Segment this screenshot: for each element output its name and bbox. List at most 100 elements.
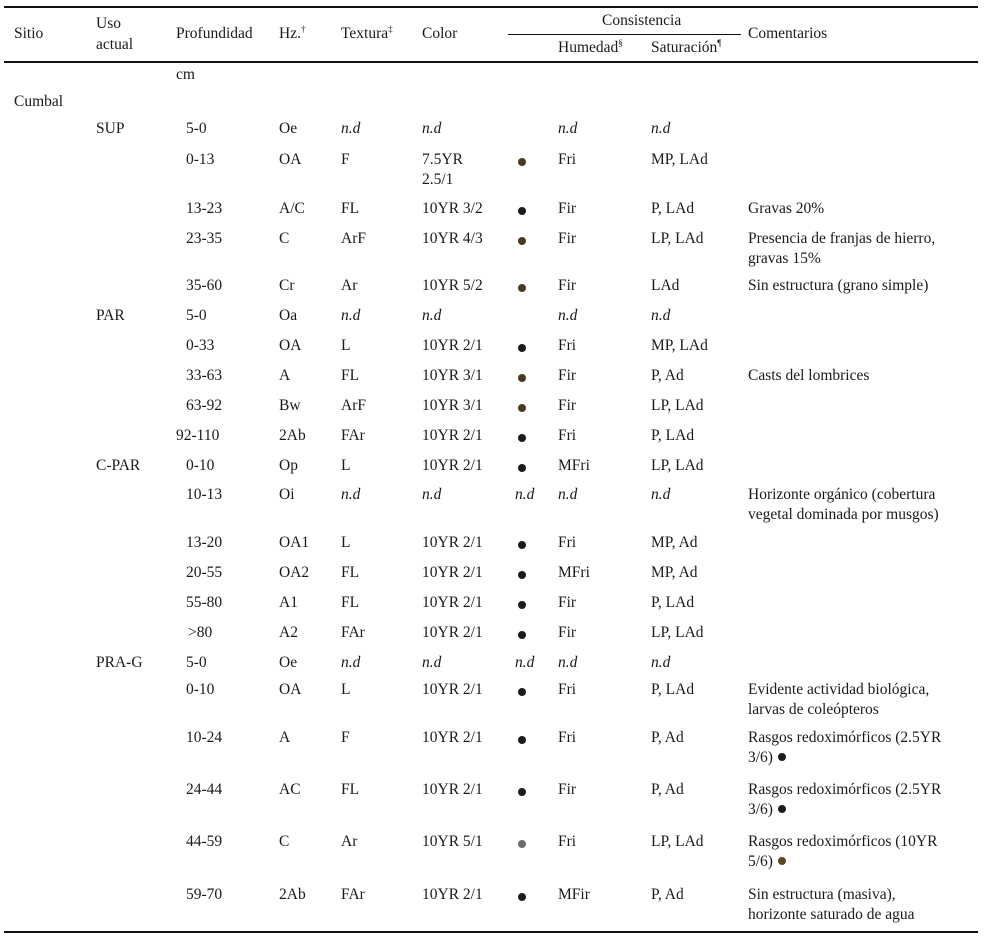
humedad-cell: MFir [558,886,590,903]
textura-cell: n.d [341,120,361,137]
color-cell: 2.5/1 [422,171,454,188]
redox-color-dot [777,857,786,865]
color-swatch-dot [518,434,526,442]
profundidad-cell: 24-44 [186,781,223,798]
textura-cell: Ar [341,277,358,294]
color-swatch-dot [518,404,526,412]
textura-cell: FL [341,200,360,217]
site-name: Cumbal [14,93,64,110]
comentario-cell: Rasgos redoximórficos (10YR [748,833,938,850]
humedad-cell: Fir [558,397,577,414]
color-cell: 10YR 5/2 [422,277,483,294]
uso-cell: C-PAR [96,457,141,474]
textura-cell: n.d [341,486,361,503]
color-cell: 10YR 2/1 [422,886,483,903]
profundidad-cell: 5-0 [186,307,207,324]
profundidad-cell: 23-35 [186,230,223,247]
profundidad-cell: 0-10 [186,681,215,698]
comentario-cell: Gravas 20% [748,200,825,217]
header-humedad: Humedad§ [558,37,623,56]
saturacion-cell: MP, Ad [651,564,698,581]
saturacion-cell: LAd [651,277,680,294]
humedad-cell: Fir [558,367,577,384]
profundidad-cell: 13-20 [186,534,223,551]
horizon-cell: 2Ab [279,886,306,903]
profundidad-cell: 0-13 [186,151,215,168]
color-cell: n.d [422,654,442,671]
color-cell: 10YR 2/1 [422,681,483,698]
saturacion-cell: LP, LAd [651,457,704,474]
horizon-cell: Oa [279,307,298,324]
horizon-cell: Bw [279,397,301,414]
humedad-cell: Fir [558,781,577,798]
textura-cell: ArF [341,397,366,414]
header-profundidad: Profundidad [176,25,253,42]
color-cell: 10YR 2/1 [422,534,483,551]
color-swatch-dot [518,374,526,382]
color-cell: 10YR 2/1 [422,781,483,798]
saturacion-cell: LP, LAd [651,624,704,641]
header-uso-line1: Uso [96,15,121,32]
humedad-cell: Fir [558,594,577,611]
color-cell: 10YR 2/1 [422,337,483,354]
header-color: Color [422,25,458,42]
horizon-cell: OA [279,151,302,168]
color-swatch-dot [518,158,526,166]
textura-cell: FL [341,781,360,798]
saturacion-cell: P, LAd [651,427,695,444]
color-cell: 10YR 2/1 [422,457,483,474]
textura-cell: F [341,151,350,168]
comentario-cell: 3/6) [748,800,786,820]
horizon-cell: C [279,833,290,850]
textura-cell: n.d [341,654,361,671]
textura-cell: L [341,457,351,474]
comentario-cell: 5/6) [748,852,786,872]
color-swatch-dot [518,601,526,609]
color-cell: n.d [422,486,442,503]
comentario-cell: Evidente actividad biológica, [748,681,930,698]
humedad-cell: Fri [558,729,577,746]
color-cell: 10YR 2/1 [422,594,483,611]
color-cell: n.d [422,120,442,137]
comentario-cell: Sin estructura (grano simple) [748,277,929,294]
profundidad-cell: 63-92 [186,397,223,414]
profundidad-cell: 10-24 [186,729,223,746]
humedad-cell: MFri [558,457,590,474]
humedad-cell: Fri [558,151,577,168]
textura-cell: L [341,534,351,551]
comentario-cell: Sin estructura (masiva), [748,886,896,903]
saturacion-cell: LP, LAd [651,833,704,850]
saturacion-cell: LP, LAd [651,230,704,247]
profundidad-cell: 0-10 [186,457,215,474]
textura-cell: F [341,729,350,746]
horizon-cell: A [279,367,291,384]
uso-cell: SUP [96,120,125,137]
color-cell: 10YR 3/1 [422,397,483,414]
humedad-cell: n.d [558,120,578,137]
comentario-cell: Rasgos redoximórficos (2.5YR [748,729,942,746]
textura-cell: L [341,681,351,698]
comentario-cell: horizonte saturado de agua [748,906,915,923]
color-cell: 10YR 5/1 [422,833,483,850]
humedad-cell: Fri [558,427,577,444]
comentario-cell: Rasgos redoximórficos (2.5YR [748,781,942,798]
horizon-cell: Oi [279,486,295,503]
saturacion-cell: n.d [651,486,671,503]
textura-cell: n.d [341,307,361,324]
profundidad-cell: 13-23 [186,200,223,217]
profundidad-cell: >80 [188,624,213,641]
humedad-cell: n.d [558,486,578,503]
horizon-cell: 2Ab [279,427,306,444]
bottom-rule [4,931,978,933]
profundidad-cell: 55-80 [186,594,223,611]
header-uso-line2: actual [96,36,134,53]
comentario-cell: gravas 15% [748,250,821,267]
saturacion-cell: n.d [651,654,671,671]
horizon-cell: OA [279,681,302,698]
color-swatch-dot [518,237,526,245]
textura-cell: FL [341,367,360,384]
humedad-cell: n.d [558,307,578,324]
saturacion-cell: MP, LAd [651,337,708,354]
saturacion-cell: LP, LAd [651,397,704,414]
uso-cell: PAR [96,307,125,324]
